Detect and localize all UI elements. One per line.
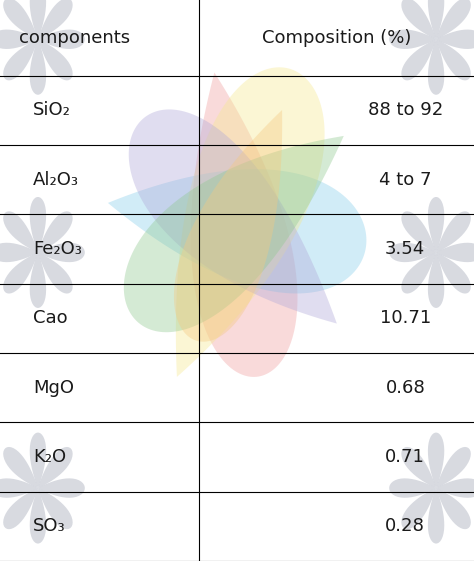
Polygon shape xyxy=(401,0,436,39)
Polygon shape xyxy=(401,252,436,293)
Text: 88 to 92: 88 to 92 xyxy=(368,102,443,119)
Text: 3.54: 3.54 xyxy=(385,240,425,258)
Polygon shape xyxy=(38,479,85,498)
Polygon shape xyxy=(38,447,73,488)
Polygon shape xyxy=(38,488,73,529)
Polygon shape xyxy=(0,243,38,262)
Text: MgO: MgO xyxy=(33,379,74,397)
Polygon shape xyxy=(389,479,436,498)
Polygon shape xyxy=(436,243,474,262)
Polygon shape xyxy=(3,252,38,293)
Text: 4 to 7: 4 to 7 xyxy=(379,171,431,188)
Polygon shape xyxy=(38,211,73,252)
Polygon shape xyxy=(436,252,471,293)
Polygon shape xyxy=(389,243,436,262)
Polygon shape xyxy=(191,72,298,377)
Polygon shape xyxy=(428,39,444,95)
Polygon shape xyxy=(436,39,471,80)
Polygon shape xyxy=(108,169,366,293)
Polygon shape xyxy=(3,39,38,80)
Polygon shape xyxy=(38,243,85,262)
Polygon shape xyxy=(428,488,444,544)
Polygon shape xyxy=(436,30,474,49)
Polygon shape xyxy=(30,197,46,252)
Text: Cao: Cao xyxy=(33,309,68,328)
Polygon shape xyxy=(436,479,474,498)
Polygon shape xyxy=(176,67,325,377)
Polygon shape xyxy=(401,488,436,529)
Polygon shape xyxy=(30,252,46,308)
Text: 0.28: 0.28 xyxy=(385,517,425,535)
Polygon shape xyxy=(389,30,436,49)
Polygon shape xyxy=(436,447,471,488)
Polygon shape xyxy=(30,488,46,544)
Polygon shape xyxy=(401,211,436,252)
Polygon shape xyxy=(38,30,85,49)
Text: 10.71: 10.71 xyxy=(380,309,431,328)
Polygon shape xyxy=(428,197,444,252)
Polygon shape xyxy=(3,211,38,252)
Polygon shape xyxy=(30,39,46,95)
Polygon shape xyxy=(401,39,436,80)
Polygon shape xyxy=(428,252,444,308)
Polygon shape xyxy=(428,433,444,488)
Text: Fe₂O₃: Fe₂O₃ xyxy=(33,240,82,258)
Text: SiO₂: SiO₂ xyxy=(33,102,71,119)
Polygon shape xyxy=(401,447,436,488)
Polygon shape xyxy=(3,447,38,488)
Polygon shape xyxy=(3,488,38,529)
Polygon shape xyxy=(436,0,471,39)
Polygon shape xyxy=(436,211,471,252)
Text: SO₃: SO₃ xyxy=(33,517,66,535)
Polygon shape xyxy=(428,0,444,39)
Text: 0.68: 0.68 xyxy=(385,379,425,397)
Polygon shape xyxy=(0,479,38,498)
Polygon shape xyxy=(30,433,46,488)
Text: Composition (%): Composition (%) xyxy=(262,29,411,47)
Text: Al₂O₃: Al₂O₃ xyxy=(33,171,79,188)
Polygon shape xyxy=(0,30,38,49)
Polygon shape xyxy=(174,110,282,342)
Polygon shape xyxy=(124,136,344,332)
Polygon shape xyxy=(3,0,38,39)
Polygon shape xyxy=(436,488,471,529)
Text: components: components xyxy=(19,29,130,47)
Polygon shape xyxy=(30,0,46,39)
Polygon shape xyxy=(38,252,73,293)
Polygon shape xyxy=(129,109,337,324)
Polygon shape xyxy=(38,39,73,80)
Polygon shape xyxy=(38,0,73,39)
Text: K₂O: K₂O xyxy=(33,448,66,466)
Text: 0.71: 0.71 xyxy=(385,448,425,466)
